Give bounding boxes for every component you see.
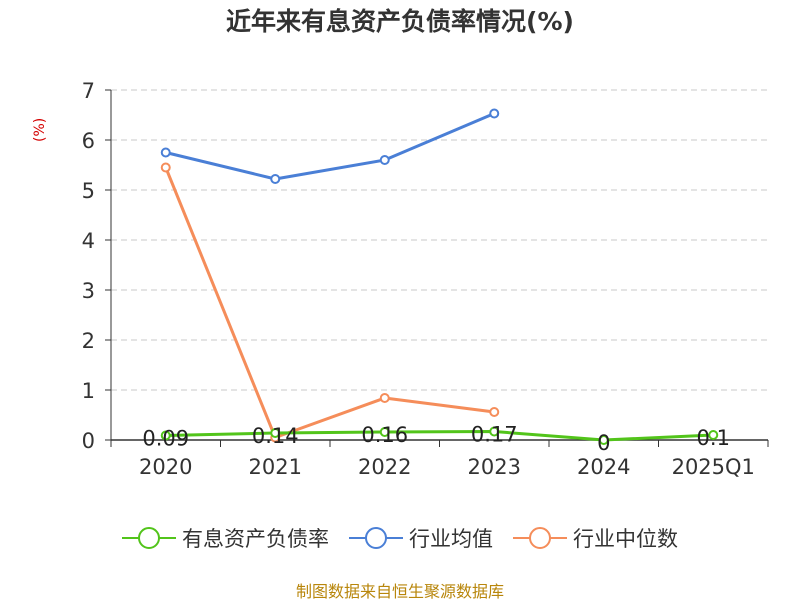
- data-point-s0-0: [160, 430, 171, 441]
- y-tick-label: 7: [82, 79, 95, 103]
- data-point-s1-3: [489, 108, 500, 119]
- legend-item-debt-ratio[interactable]: 有息资产负债率: [122, 523, 329, 553]
- series-line-2: [164, 166, 495, 439]
- data-point-s2-0: [160, 162, 171, 173]
- x-tick-label: 2021: [249, 455, 302, 479]
- y-tick-label: 0: [82, 429, 95, 453]
- data-point-s1-1: [270, 174, 281, 184]
- legend-item-industry-median[interactable]: 行业中位数: [513, 523, 678, 553]
- chart-title: 近年来有息资产负债率情况(%): [226, 7, 574, 36]
- data-point-s0-3: [489, 426, 500, 437]
- series-line-0: [165, 430, 714, 442]
- y-tick-label: 3: [82, 279, 95, 303]
- data-label: 0.09: [142, 427, 189, 451]
- data-label: 0.14: [252, 424, 299, 448]
- data-labels: 0.09 0.14 0.16 0.17 0 0.1: [142, 423, 730, 456]
- legend-swatch-debt-ratio: [122, 527, 176, 549]
- data-point-s0-5: [708, 430, 719, 440]
- data-point-s0-1: [270, 428, 281, 438]
- x-tick-label: 2025Q1: [672, 455, 755, 479]
- gridlines: [111, 89, 768, 391]
- data-point-s2-2: [379, 393, 390, 403]
- data-point-s0-2: [379, 427, 390, 437]
- x-tick-label: 2024: [577, 455, 630, 479]
- data-label: 0: [597, 431, 610, 455]
- series-lines: [160, 108, 719, 445]
- y-tick-label: 2: [82, 329, 95, 353]
- x-tick-label: 2023: [468, 455, 521, 479]
- y-tick-label: 1: [82, 379, 95, 403]
- data-label: 0.1: [697, 426, 730, 450]
- data-point-s0-4: [598, 435, 609, 445]
- legend-label-industry-median: 行业中位数: [573, 527, 678, 551]
- data-label: 0.17: [471, 423, 518, 447]
- x-tick-label: 2022: [358, 455, 411, 479]
- axes: 0 1 2 3 4 5 6 7 2020 2021 2022 2023 2024 2025Q1: [82, 79, 769, 479]
- y-tick-label: 4: [82, 229, 95, 253]
- legend-swatch-industry-mean: [349, 527, 403, 549]
- legend-label-industry-mean: 行业均值: [409, 527, 493, 551]
- data-point-s2-3: [489, 407, 500, 417]
- data-source-note: 制图数据来自恒生聚源数据库: [295, 582, 504, 601]
- chart-legend: 有息资产负债率 行业均值 行业中位数: [0, 518, 800, 558]
- data-point-s1-2: [379, 155, 390, 165]
- series-line-1: [165, 112, 495, 181]
- legend-label-debt-ratio: 有息资产负债率: [182, 527, 329, 551]
- y-tick-label: 6: [82, 129, 95, 153]
- x-tick-label: 2020: [139, 455, 192, 479]
- data-label: 0.16: [361, 423, 408, 447]
- legend-swatch-industry-median: [513, 527, 567, 549]
- legend-item-industry-mean[interactable]: 行业均值: [349, 523, 493, 553]
- data-point-s1-0: [160, 147, 171, 158]
- y-tick-label: 5: [82, 179, 95, 203]
